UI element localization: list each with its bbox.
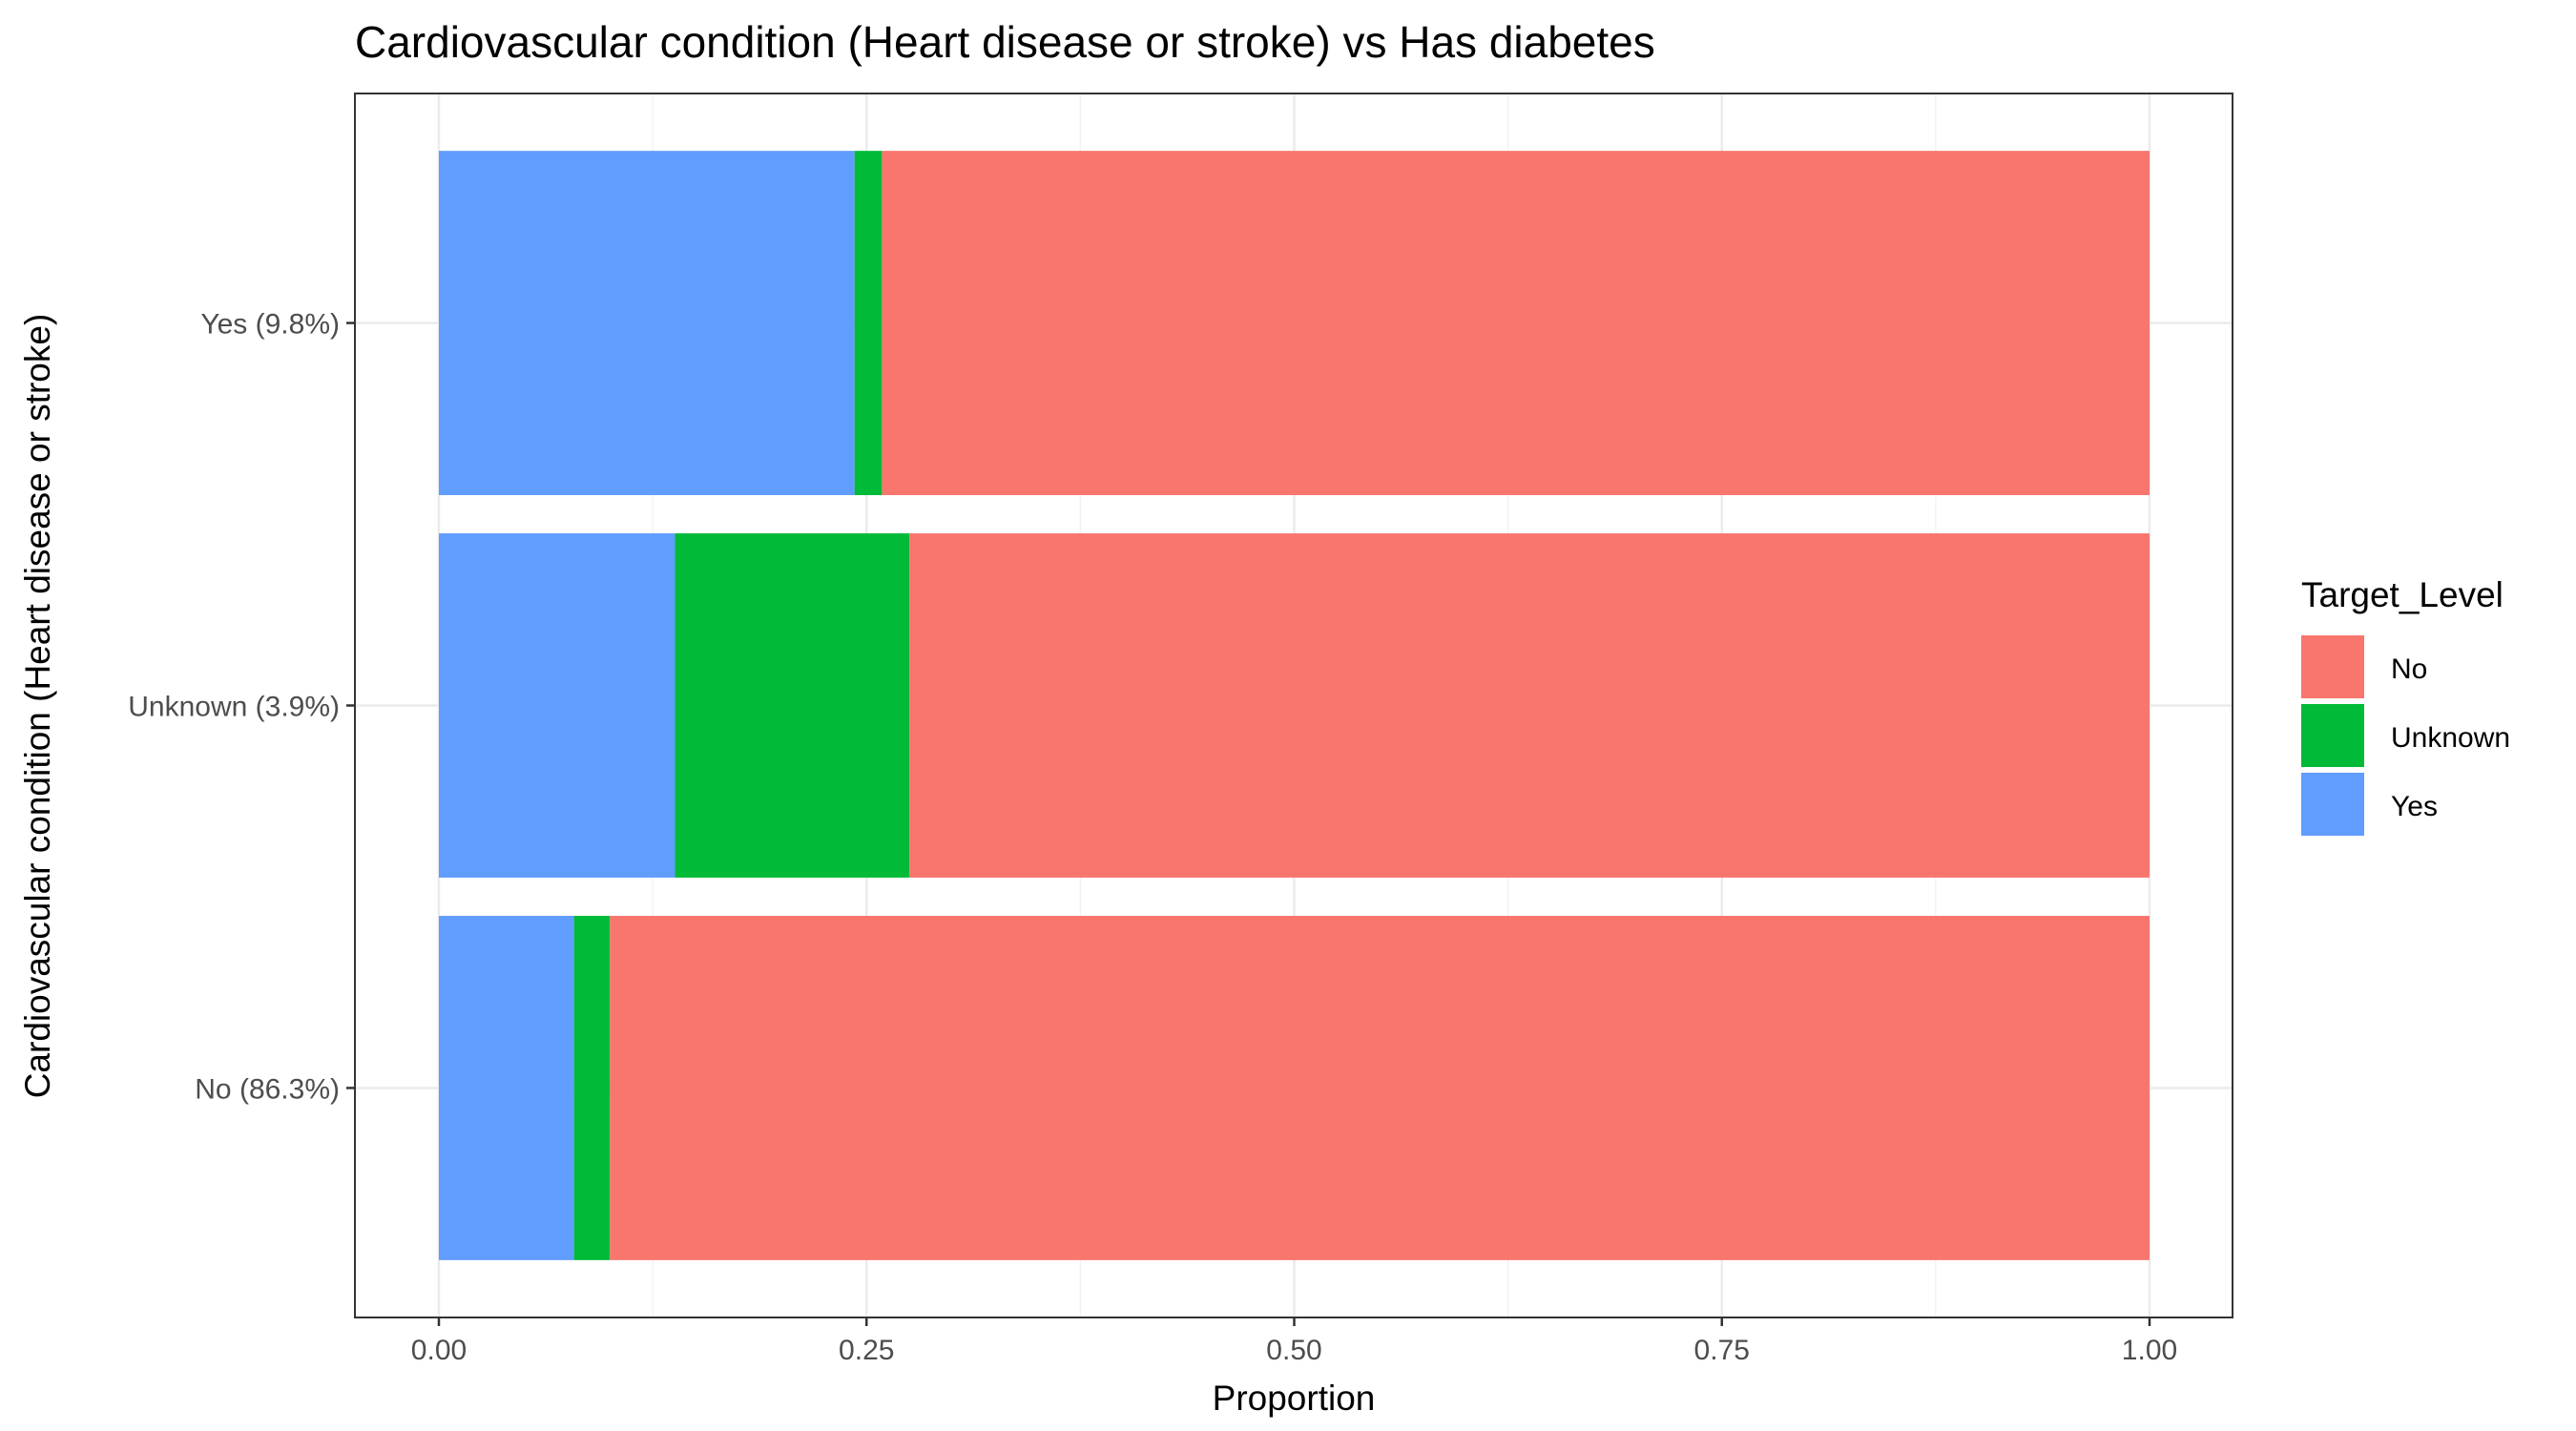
legend-label: Yes: [2391, 791, 2438, 822]
legend-title: Target_Level: [2301, 575, 2503, 614]
bar-segment-no: [909, 533, 2150, 878]
y-tick-label: Unknown (3.9%): [128, 692, 340, 723]
x-tick-label: 1.00: [2122, 1335, 2177, 1366]
legend-label: Unknown: [2391, 722, 2510, 754]
bars: [439, 151, 2150, 1260]
legend-key-unknown: [2301, 704, 2364, 767]
bar-segment-unknown: [675, 533, 910, 878]
x-tick-label: 0.25: [839, 1335, 894, 1366]
legend-label: No: [2391, 653, 2427, 685]
bar-segment-yes: [439, 151, 855, 495]
bar-segment-no: [610, 916, 2150, 1260]
y-axis: No (86.3%) Unknown (3.9%) Yes (9.8%): [128, 309, 355, 1105]
x-tick-label: 0.50: [1266, 1335, 1321, 1366]
bar-segment-unknown: [573, 916, 611, 1260]
y-axis-title: Cardiovascular condition (Heart disease …: [18, 314, 57, 1099]
legend-key-no: [2301, 635, 2364, 698]
x-axis: 0.00 0.25 0.50 0.75 1.00: [411, 1317, 2177, 1366]
bar-segment-no: [882, 151, 2150, 495]
bar-segment-unknown: [854, 151, 883, 495]
legend-entries: No Unknown Yes: [2301, 635, 2510, 836]
y-tick-label: Yes (9.8%): [200, 309, 340, 341]
bar-segment-yes: [439, 916, 574, 1260]
y-tick-label: No (86.3%): [195, 1073, 340, 1105]
bar-segment-yes: [439, 533, 675, 878]
x-tick-label: 0.00: [411, 1335, 467, 1366]
x-axis-title: Proportion: [1213, 1379, 1376, 1418]
chart-title: Cardiovascular condition (Heart disease …: [355, 17, 1655, 67]
x-tick-label: 0.75: [1694, 1335, 1750, 1366]
legend-key-yes: [2301, 773, 2364, 836]
legend: Target_Level No Unknown Yes: [2301, 575, 2510, 836]
